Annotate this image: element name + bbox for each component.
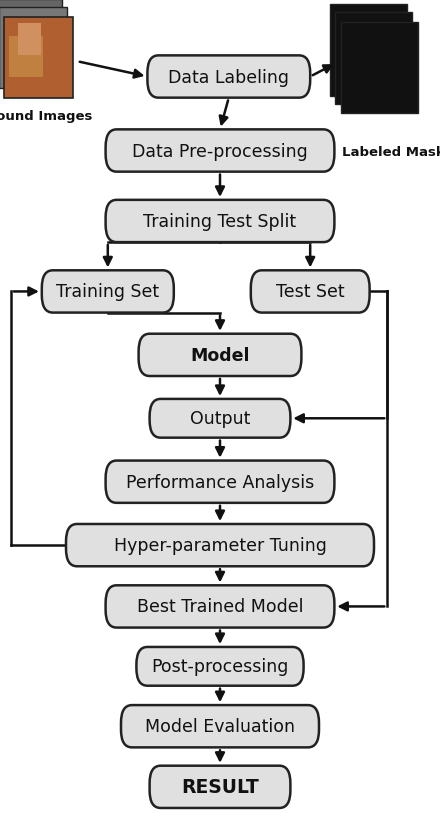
FancyBboxPatch shape (66, 524, 374, 566)
FancyBboxPatch shape (341, 22, 418, 114)
FancyBboxPatch shape (4, 17, 73, 98)
Text: Data Labeling: Data Labeling (169, 69, 290, 86)
FancyBboxPatch shape (0, 8, 67, 89)
FancyBboxPatch shape (335, 13, 412, 105)
Text: Model: Model (190, 347, 250, 365)
Text: Labeled Mask: Labeled Mask (342, 146, 440, 160)
FancyBboxPatch shape (106, 201, 334, 243)
FancyBboxPatch shape (9, 37, 43, 78)
Text: RESULT: RESULT (181, 777, 259, 796)
FancyBboxPatch shape (42, 271, 174, 313)
Text: Best Trained Model: Best Trained Model (137, 598, 303, 615)
FancyBboxPatch shape (121, 705, 319, 748)
FancyBboxPatch shape (18, 24, 41, 56)
FancyBboxPatch shape (150, 766, 290, 808)
Text: Output: Output (190, 410, 250, 428)
FancyBboxPatch shape (106, 130, 334, 173)
Text: Performance Analysis: Performance Analysis (126, 473, 314, 491)
FancyBboxPatch shape (150, 399, 290, 438)
Text: Training Set: Training Set (56, 283, 159, 301)
Text: Wound Images: Wound Images (0, 110, 92, 122)
FancyBboxPatch shape (106, 586, 334, 628)
Text: Post-processing: Post-processing (151, 657, 289, 676)
Text: Data Pre-processing: Data Pre-processing (132, 142, 308, 160)
FancyBboxPatch shape (251, 271, 370, 313)
FancyBboxPatch shape (136, 648, 304, 686)
FancyBboxPatch shape (330, 5, 407, 97)
FancyBboxPatch shape (147, 56, 310, 98)
FancyBboxPatch shape (106, 461, 334, 504)
FancyBboxPatch shape (0, 0, 62, 81)
Text: Test Set: Test Set (276, 283, 345, 301)
Text: Training Test Split: Training Test Split (143, 213, 297, 231)
Text: Model Evaluation: Model Evaluation (145, 717, 295, 735)
Text: Hyper-parameter Tuning: Hyper-parameter Tuning (114, 537, 326, 554)
FancyBboxPatch shape (139, 334, 301, 376)
